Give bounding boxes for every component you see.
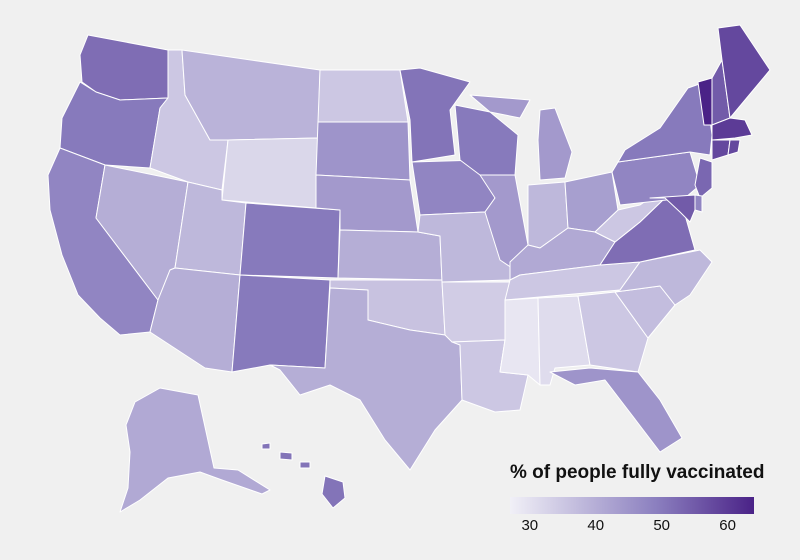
state-colorado bbox=[239, 202, 341, 279]
state-delaware bbox=[694, 194, 703, 213]
state-georgia bbox=[577, 291, 649, 373]
state-arkansas bbox=[441, 281, 511, 343]
legend-tick-40: 40 bbox=[587, 517, 605, 534]
legend-color-bar bbox=[510, 497, 754, 514]
state-florida bbox=[549, 367, 683, 453]
state-north-dakota bbox=[317, 69, 409, 123]
state-rhode-island bbox=[727, 139, 741, 156]
state-montana bbox=[181, 49, 321, 141]
state-wyoming bbox=[221, 137, 319, 209]
legend-title: % of people fully vaccinated bbox=[510, 462, 765, 483]
state-new-jersey bbox=[694, 157, 713, 199]
legend-tick-60: 60 bbox=[719, 517, 736, 534]
state-mississippi bbox=[499, 297, 541, 386]
state-texas bbox=[269, 287, 463, 471]
state-alaska bbox=[119, 387, 271, 513]
state-maryland bbox=[649, 194, 696, 223]
state-new-mexico bbox=[231, 274, 331, 373]
legend-tick-50: 50 bbox=[653, 517, 671, 534]
state-kansas bbox=[337, 229, 443, 281]
legend-ticks: 30 40 50 60 bbox=[510, 517, 754, 543]
legend: % of people fully vaccinated 30 40 50 60 bbox=[510, 462, 770, 534]
state-michigan bbox=[469, 94, 573, 181]
state-minnesota bbox=[399, 67, 471, 163]
state-hawaii bbox=[261, 442, 346, 509]
state-south-dakota bbox=[315, 121, 411, 181]
state-connecticut bbox=[711, 139, 731, 161]
legend-tick-30: 30 bbox=[521, 517, 539, 534]
state-new-york bbox=[617, 81, 713, 163]
state-illinois bbox=[479, 174, 529, 271]
